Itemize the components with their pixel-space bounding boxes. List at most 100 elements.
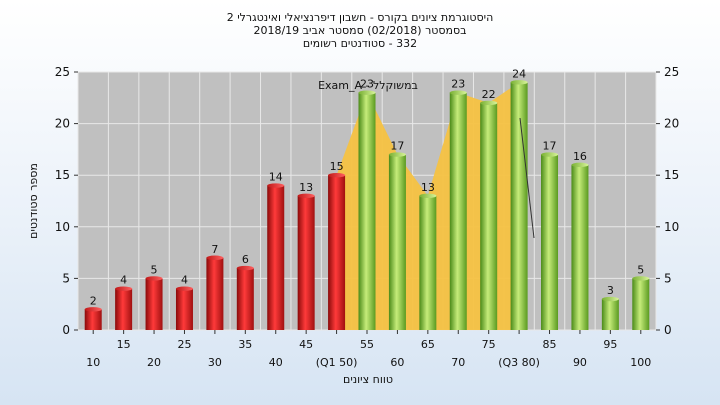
data-label: 4: [181, 274, 188, 287]
x-tick-label: 100: [630, 356, 651, 369]
data-label: 17: [543, 140, 557, 153]
bar-top: [175, 286, 193, 291]
data-label: 13: [421, 181, 435, 194]
bar-85: [541, 152, 559, 330]
bar-body: [236, 268, 254, 330]
bar-top: [449, 90, 467, 95]
chart-title-line-3: 332 - סטודנטים רשומים: [303, 37, 417, 50]
bar-70: [449, 90, 467, 330]
bar-body: [571, 164, 589, 330]
y-tick-label-right: 25: [664, 65, 679, 79]
bar-40: [267, 183, 285, 330]
y-tick-label-right: 10: [664, 220, 679, 234]
bars: [84, 80, 650, 331]
data-label: 23: [360, 78, 374, 91]
y-axis-left: 0 5 10 15 20 25: [55, 65, 78, 337]
y-tick-label-right: 0: [664, 323, 672, 337]
bar-top: [115, 286, 133, 291]
bar-body: [419, 195, 437, 330]
x-tick-label: 95: [603, 338, 617, 351]
x-axis: 10 15 20 25 30 35 40 45(Q1 50)55 60 65 70 75(Q3 80)…: [86, 330, 651, 369]
bar-15: [115, 286, 133, 330]
data-label: 16: [573, 150, 587, 163]
bar-body: [206, 257, 224, 330]
y-tick-label: 20: [55, 117, 70, 131]
bar-top: [541, 152, 559, 157]
bar-top: [145, 276, 163, 281]
x-tick-label: 25: [177, 338, 191, 351]
x-tick-label: 65: [421, 338, 435, 351]
bar-body: [115, 288, 133, 330]
bar-body: [328, 175, 346, 330]
x-tick-label: 15: [117, 338, 131, 351]
bar-body: [388, 154, 406, 330]
x-tick-label: 75: [482, 338, 496, 351]
bar-top: [358, 90, 376, 95]
data-label: 7: [211, 243, 218, 256]
data-label: 5: [637, 263, 644, 276]
bar-60: [388, 152, 406, 330]
bar-top: [328, 173, 346, 178]
x-tick-label: 10: [86, 356, 100, 369]
data-label: 6: [242, 253, 249, 266]
bar-body: [84, 309, 102, 330]
bar-45: [297, 193, 315, 330]
bar-75: [480, 100, 498, 331]
data-label: 15: [330, 160, 344, 173]
bar-body: [510, 82, 528, 330]
data-label: 4: [120, 274, 127, 287]
y-axis-right: 0 5 10 15 20 25: [656, 65, 679, 337]
chart-title-line-1: היסטוגרמת ציונים בקורס - חשבון דיפרנציאל…: [227, 11, 494, 24]
bar-30: [206, 255, 224, 330]
bar-top: [267, 183, 285, 188]
bar-body: [267, 185, 285, 330]
bar-body: [358, 92, 376, 330]
bar-top: [510, 80, 528, 85]
bar-35: [236, 265, 254, 330]
bar-top: [419, 193, 437, 199]
data-label: 13: [299, 181, 313, 194]
x-tick-label: 20: [147, 356, 161, 369]
y-tick-label-right: 20: [664, 117, 679, 131]
bar-80: [510, 80, 528, 330]
x-tick-label: (Q1 50): [316, 356, 358, 369]
x-tick-label: 40: [269, 356, 283, 369]
bar-body: [449, 92, 467, 330]
bar-body: [175, 288, 193, 330]
bar-top: [601, 296, 619, 302]
x-tick-label: 45: [299, 338, 313, 351]
bar-65: [419, 193, 437, 330]
data-label: 14: [269, 171, 283, 184]
bar-top: [297, 193, 315, 199]
bar-100: [632, 276, 650, 330]
y-tick-label: 15: [55, 168, 70, 182]
chart-title-line-2: בסמסטר (02/2018) סמסטר אביב 2018/19: [253, 24, 466, 37]
bar-top: [84, 307, 102, 312]
y-tick-label: 10: [55, 220, 70, 234]
bar-top: [206, 255, 224, 260]
bar-10: [84, 307, 102, 330]
bar-top: [632, 276, 650, 281]
bar-body: [632, 278, 650, 330]
x-tick-label: 70: [451, 356, 465, 369]
annotation-leader-line: [519, 117, 535, 239]
y-tick-label: 0: [62, 323, 70, 337]
x-tick-label: 85: [543, 338, 557, 351]
x-tick-label: 90: [573, 356, 587, 369]
bar-body: [601, 299, 619, 330]
x-tick-label: 35: [238, 338, 252, 351]
data-label: 24: [512, 67, 526, 80]
data-label: 23: [451, 78, 465, 91]
bar-body: [480, 102, 498, 331]
data-label: 17: [390, 140, 404, 153]
y-tick-label-right: 15: [664, 168, 679, 182]
bar-50: [328, 173, 346, 330]
bar-body: [541, 154, 559, 330]
data-label: 5: [151, 263, 158, 276]
x-tick-label: 55: [360, 338, 374, 351]
bar-25: [175, 286, 193, 330]
bar-90: [571, 162, 589, 330]
data-label: 2: [90, 294, 97, 307]
y-tick-label: 25: [55, 65, 70, 79]
